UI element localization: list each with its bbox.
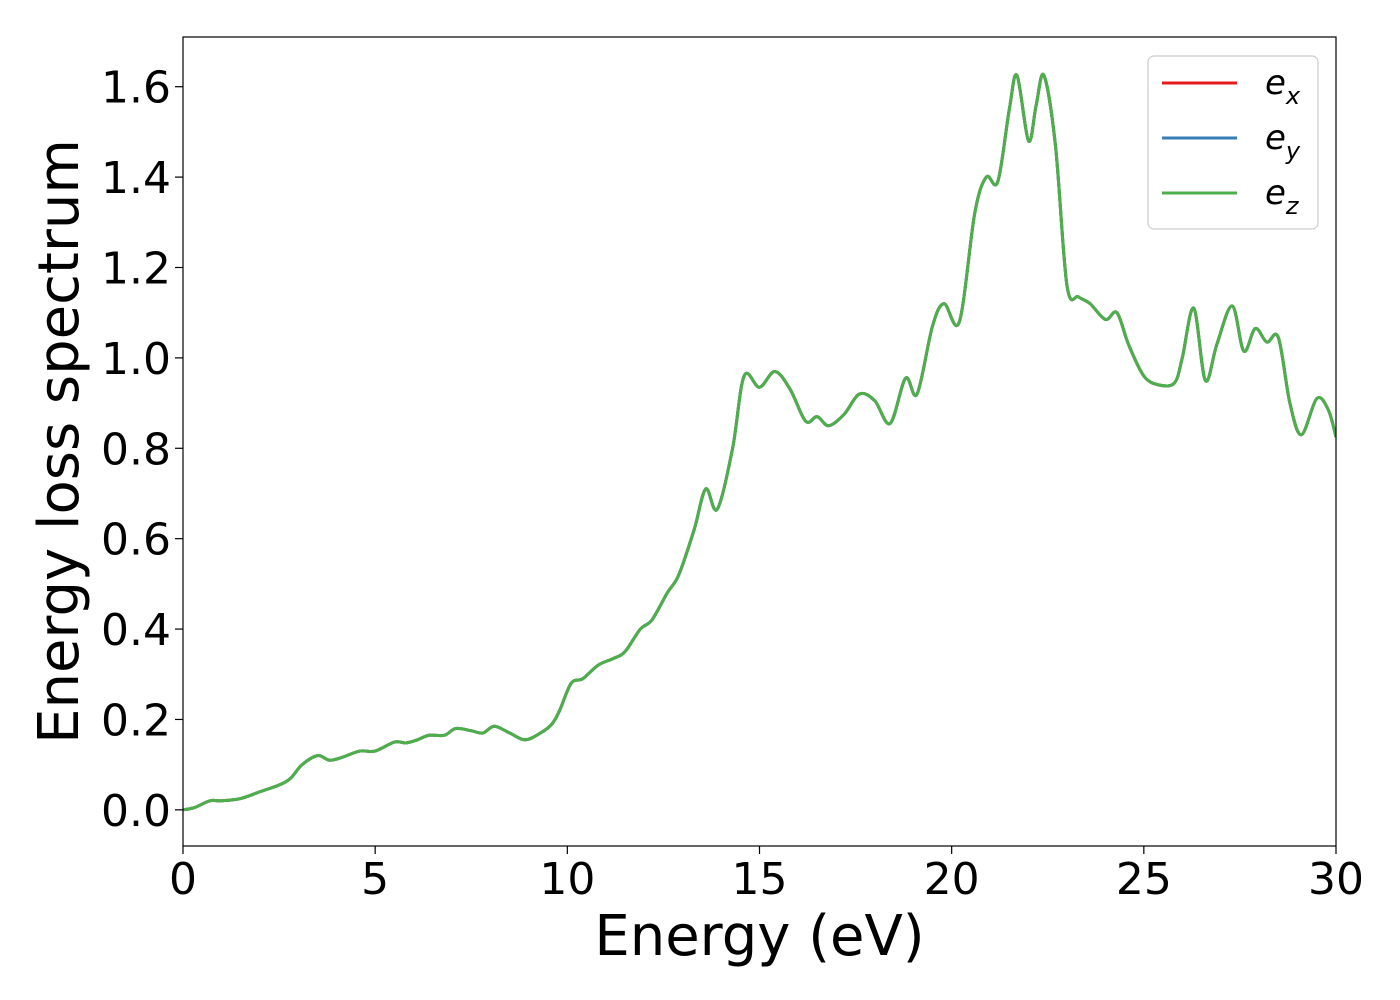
y-tick-label: 1.4 (101, 153, 171, 204)
x-tick-label: 15 (732, 854, 788, 905)
y-tick-label: 1.6 (101, 63, 171, 114)
legend-box (1147, 55, 1319, 230)
x-tick-label: 5 (361, 854, 389, 905)
y-axis: 0.0 0.2 0.4 0.6 0.8 1.0 1.2 1.4 1.6 (101, 63, 183, 837)
x-tick-label: 25 (1116, 854, 1172, 905)
legend: ex ey ez (1147, 55, 1319, 230)
y-tick-label: 0.6 (101, 515, 171, 566)
legend-label-x: ex (1265, 63, 1301, 110)
series-line-z (183, 72, 1336, 812)
x-tick-label: 20 (924, 854, 980, 905)
legend-label-y: ey (1265, 118, 1301, 165)
y-tick-label: 0.0 (101, 786, 171, 837)
y-tick-label: 1.0 (101, 334, 171, 385)
y-tick-label: 0.2 (101, 695, 171, 746)
y-axis-label: Energy loss spectrum (27, 139, 92, 744)
y-tick-label: 1.2 (101, 243, 171, 294)
legend-label-z: ez (1265, 173, 1300, 220)
plot-lines (183, 72, 1336, 812)
x-tick-label: 30 (1308, 854, 1364, 905)
x-tick-label: 0 (169, 854, 197, 905)
y-tick-label: 0.8 (101, 424, 171, 475)
y-tick-label: 0.4 (101, 605, 171, 656)
x-axis: 0 5 10 15 20 25 30 (169, 846, 1364, 905)
x-axis-label: Energy (eV) (594, 904, 924, 969)
x-tick-label: 10 (539, 854, 595, 905)
